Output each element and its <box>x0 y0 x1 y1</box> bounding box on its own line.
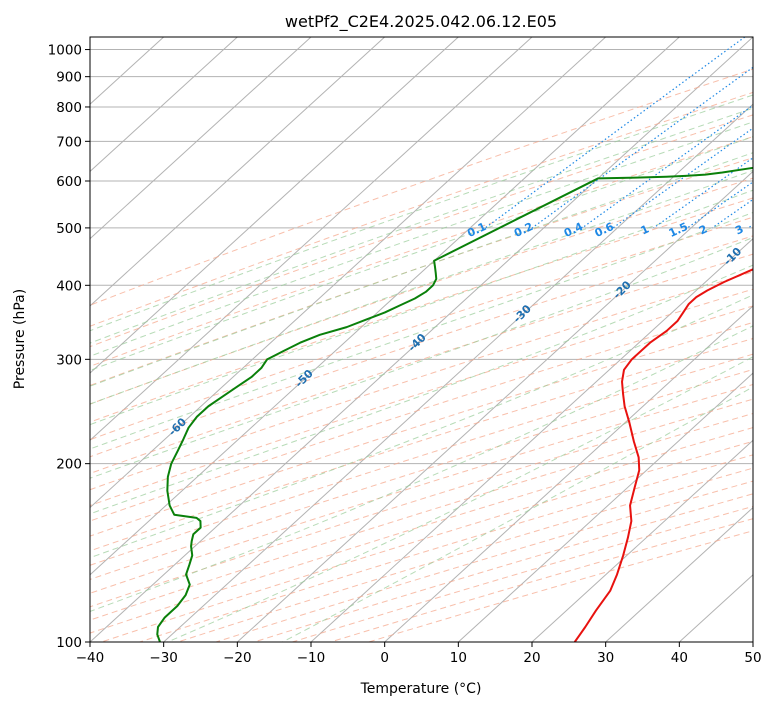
moist-adiabat-20 <box>90 236 753 479</box>
isotherm-0 <box>384 305 753 642</box>
x-tick-label-1: −30 <box>149 650 178 666</box>
chart-title: wetPf2_C2E4.2025.042.06.12.E05 <box>285 12 557 32</box>
moist-adiabat-30 <box>90 294 753 559</box>
isotherm--30 <box>163 103 753 642</box>
dry-adiabat-50 <box>90 235 753 458</box>
x-tick-label-6: 20 <box>523 650 540 666</box>
isotherm--80 <box>90 37 459 374</box>
y-axis-ticks: 100 200 300 400 500 600 700 800 900 1000 <box>48 43 90 651</box>
moist-adiabat-0 <box>90 152 753 387</box>
y-tick-label-1: 200 <box>56 457 82 473</box>
isotherm--10 <box>310 237 753 642</box>
y-tick-label-0: 100 <box>56 635 82 651</box>
x-tick-label-4: 0 <box>380 650 389 666</box>
isotherm--20 <box>236 170 753 642</box>
y-tick-label-5: 600 <box>56 174 82 190</box>
isotherm-50 <box>752 641 753 642</box>
mixing-ratio-line-0 <box>484 37 746 229</box>
dry-adiabat-40 <box>90 216 753 441</box>
x-tick-label-8: 40 <box>671 650 688 666</box>
isotherm--50 <box>90 37 680 576</box>
isotherm--70 <box>90 37 533 442</box>
mixing-ratio-label-8: 4 <box>760 222 773 237</box>
mixing-ratio-lines <box>484 37 753 229</box>
dry-adiabat-120 <box>90 353 753 566</box>
y-axis-title: Pressure (hPa) <box>12 289 28 389</box>
dry-adiabat-90 <box>90 305 753 522</box>
dry-adiabat-130 <box>90 368 753 580</box>
isotherm-10 <box>457 372 753 642</box>
y-tick-label-7: 800 <box>56 100 82 116</box>
x-tick-label-2: −20 <box>223 650 252 666</box>
mixing-ratio-line-4 <box>653 157 753 229</box>
x-tick-label-5: 10 <box>450 650 467 666</box>
moist-adiabat--10 <box>90 121 753 357</box>
moist-adiabat-lines <box>90 94 753 642</box>
plot-frame <box>89 36 754 643</box>
dry-adiabat--20 <box>90 91 753 327</box>
isotherm--60 <box>90 37 607 509</box>
dry-adiabat-20 <box>90 177 753 405</box>
y-tick-label-8: 900 <box>56 70 82 86</box>
moist-adiabat--5 <box>90 136 753 372</box>
x-axis-ticks: −40 −30 −20 −10 0 10 20 30 40 50 <box>76 642 762 666</box>
isotherm--110 <box>90 37 238 173</box>
x-tick-label-3: −10 <box>297 650 326 666</box>
isotherm-lines <box>90 37 753 642</box>
sounding-series <box>156 166 753 642</box>
mixing-ratio-line-1 <box>531 66 753 229</box>
dry-adiabat-lines <box>90 68 753 642</box>
temperature-series-line <box>573 268 753 642</box>
isotherm--100 <box>90 37 312 240</box>
x-tick-label-9: 50 <box>744 650 761 666</box>
y-tick-label-4: 500 <box>56 221 82 237</box>
y-tick-label-6: 700 <box>56 134 82 150</box>
y-tick-label-2: 300 <box>56 352 82 368</box>
x-tick-label-7: 30 <box>597 650 614 666</box>
dry-adiabat-70 <box>90 271 753 491</box>
dry-adiabat--30 <box>90 68 753 306</box>
x-axis-title: Temperature (°C) <box>360 681 482 697</box>
dry-adiabat-100 <box>90 321 753 537</box>
isotherm--40 <box>90 37 753 642</box>
y-tick-label-3: 400 <box>56 278 82 294</box>
moist-adiabat-25 <box>90 264 753 515</box>
x-tick-label-0: −40 <box>76 650 105 666</box>
isotherm--90 <box>90 37 386 307</box>
dry-adiabat--10 <box>90 114 753 348</box>
y-tick-label-9: 1000 <box>48 43 82 59</box>
isotherm-20 <box>531 439 753 642</box>
plot-layer: -100-90-80-70-60-50-40-30-20-10010203040… <box>90 37 773 642</box>
dewpoint-series-line <box>156 166 753 642</box>
